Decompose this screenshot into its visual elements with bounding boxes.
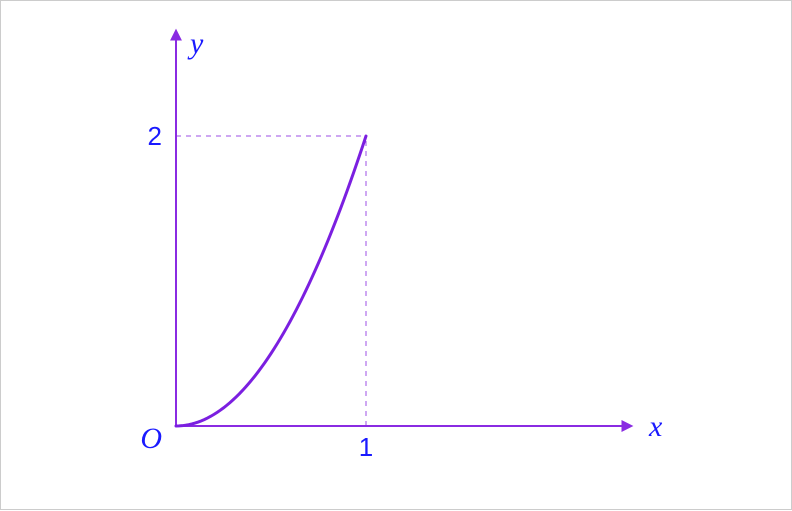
x-axis-label: x — [648, 410, 663, 443]
coordinate-plot: x y O 1 2 — [1, 1, 792, 511]
origin-label: O — [140, 422, 162, 455]
chart-frame: x y O 1 2 — [0, 0, 792, 510]
y-axis-label: y — [187, 27, 204, 60]
y-tick-label: 2 — [148, 121, 162, 151]
x-tick-label: 1 — [359, 432, 373, 462]
curve — [176, 136, 366, 426]
